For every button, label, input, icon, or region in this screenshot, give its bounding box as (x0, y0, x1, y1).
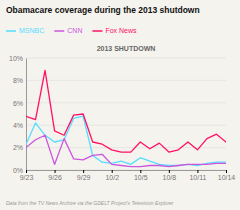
tick-label: 10/11 (189, 174, 206, 181)
tick-label: 0% (13, 167, 23, 174)
tick: 8% (13, 77, 26, 84)
tick-label: 10/14 (218, 174, 236, 181)
tick: 10/5 (134, 170, 148, 181)
background (0, 0, 240, 210)
tick-mark (140, 170, 141, 173)
footnote: Data from the TV News Archive via the GD… (6, 200, 174, 206)
series-line (26, 70, 226, 152)
tick: 4% (13, 122, 26, 129)
tick: 10/8 (163, 170, 177, 181)
x-axis: 9/23 9/26 9/29 10/2 10/5 10/8 10/11 10/14 (20, 170, 236, 181)
tick-label: 10/5 (134, 174, 148, 181)
legend-label: MSNBC (19, 27, 44, 34)
tick-label: 9/23 (20, 174, 34, 181)
series-line (26, 135, 226, 166)
tick-label: 9/26 (48, 174, 62, 181)
axis-line (27, 171, 227, 174)
tick-mark (112, 170, 113, 173)
grid-line (26, 80, 226, 81)
tick-label: 6% (13, 100, 23, 107)
tick: 10/11 (189, 170, 206, 181)
tick-mark (55, 170, 56, 173)
grid-line (26, 102, 226, 103)
chart: 0% 2% 4% 6% 8% 10% 9/23 9/26 9/29 10/2 10/5 10/8 10/… (0, 0, 240, 210)
tick: 10/14 (218, 170, 236, 181)
legend-swatch (92, 30, 102, 32)
subtitle: 2013 SHUTDOWN (97, 45, 156, 52)
tick-mark (169, 170, 170, 173)
tick-label: 10/2 (105, 174, 119, 181)
tick-label: 2% (13, 144, 23, 151)
tick-label: 9/29 (77, 174, 91, 181)
legend-swatch (6, 30, 16, 32)
tick-mark (197, 170, 198, 173)
legend-swatch (54, 30, 64, 32)
legend: MSNBC CNN Fox News (6, 27, 137, 34)
legend-label: Fox News (105, 27, 137, 34)
tick-mark (83, 170, 84, 173)
tick-label: 10% (9, 55, 23, 62)
series-line (26, 116, 226, 165)
tick-mark (226, 170, 227, 173)
tick-mark (26, 170, 27, 173)
legend-label: CNN (67, 27, 82, 34)
tick: 10/2 (105, 170, 119, 181)
grid (26, 58, 226, 170)
plot-area (26, 70, 226, 166)
tick-label: 10/8 (163, 174, 177, 181)
tick-label: 4% (13, 122, 23, 129)
tick-label: 8% (13, 77, 23, 84)
tick: 0% (13, 167, 26, 174)
tick: 6% (13, 100, 26, 107)
tick: 9/29 (77, 170, 91, 181)
tick: 2% (13, 144, 26, 151)
tick: 9/23 (20, 170, 34, 181)
grid-line (26, 58, 226, 59)
title: Obamacare coverage during the 2013 shutd… (6, 5, 200, 15)
axis-line (26, 59, 27, 171)
grid-line (26, 125, 226, 126)
tick: 9/26 (48, 170, 62, 181)
y-axis: 0% 2% 4% 6% 8% 10% (9, 55, 27, 174)
tick: 10% (9, 55, 26, 62)
